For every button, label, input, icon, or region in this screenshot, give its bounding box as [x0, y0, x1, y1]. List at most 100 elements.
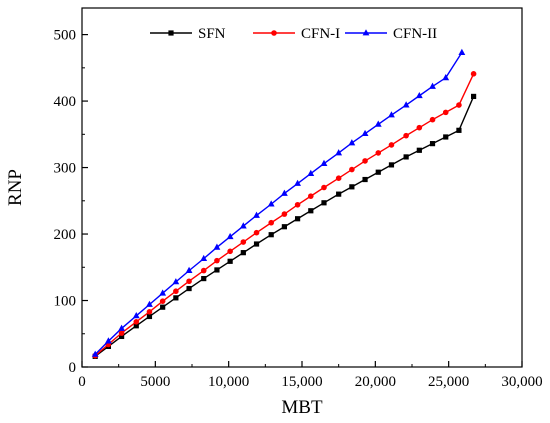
- data-point: [200, 254, 208, 262]
- x-tick-label: 25,000: [428, 374, 469, 390]
- data-point: [186, 278, 192, 285]
- x-axis-title: MBT: [281, 397, 323, 418]
- data-point: [214, 267, 220, 273]
- data-point: [281, 211, 288, 217]
- data-point: [375, 150, 382, 156]
- data-point: [388, 162, 395, 168]
- data-point: [416, 124, 423, 131]
- x-tick-label: 15,000: [281, 374, 322, 390]
- data-point: [213, 243, 221, 250]
- data-point: [185, 266, 193, 274]
- x-tick-label: 20,000: [355, 374, 396, 390]
- data-point: [349, 166, 355, 173]
- series-layer: [91, 48, 477, 359]
- data-point: [214, 257, 220, 264]
- data-point: [335, 175, 342, 181]
- series-line: [94, 52, 463, 355]
- data-point: [281, 189, 288, 196]
- legend: SFN CFN-I CFN-II: [150, 26, 437, 42]
- data-point: [361, 129, 369, 137]
- data-point: [307, 169, 315, 176]
- legend-label: CFN-II: [393, 26, 437, 42]
- data-point: [227, 248, 233, 255]
- data-point: [118, 324, 125, 331]
- data-point: [321, 184, 327, 191]
- data-point: [281, 224, 287, 230]
- data-point: [105, 337, 112, 344]
- x-tick-label: 0: [78, 374, 86, 390]
- series-cfn-ii: [91, 48, 466, 357]
- legend-label: CFN-I: [301, 26, 340, 42]
- data-point: [416, 147, 422, 153]
- data-point: [442, 109, 449, 116]
- legend-item-sfn: SFN: [150, 26, 226, 42]
- data-point: [335, 149, 343, 156]
- data-point: [146, 309, 153, 315]
- legend-item-cfn-ii: CFN-II: [345, 26, 437, 42]
- y-tick-label: 0: [69, 360, 77, 376]
- data-point: [226, 232, 234, 240]
- legend-marker: [271, 30, 277, 36]
- data-point: [374, 120, 382, 127]
- data-point: [200, 267, 207, 274]
- data-point: [146, 313, 153, 320]
- data-point: [201, 275, 207, 282]
- data-point: [240, 250, 246, 256]
- y-tick-label: 300: [54, 161, 77, 177]
- data-point: [429, 116, 436, 123]
- data-point: [133, 318, 140, 325]
- data-point: [471, 93, 477, 100]
- data-point: [415, 91, 423, 99]
- data-point: [458, 48, 466, 55]
- data-point: [160, 304, 166, 310]
- data-point: [403, 132, 409, 139]
- data-point: [336, 191, 342, 197]
- data-point: [159, 289, 167, 296]
- data-point: [268, 219, 275, 226]
- data-point: [173, 288, 179, 295]
- data-point: [173, 295, 179, 301]
- y-tick-label: 100: [54, 294, 77, 310]
- data-point: [253, 241, 260, 247]
- data-point: [375, 169, 381, 175]
- y-tick-label: 400: [54, 94, 77, 110]
- data-point: [186, 285, 192, 292]
- data-point: [240, 239, 247, 245]
- data-point: [239, 222, 247, 229]
- y-tick-label: 500: [54, 28, 77, 44]
- data-point: [388, 111, 395, 118]
- data-point: [362, 176, 368, 183]
- data-point: [320, 159, 328, 166]
- data-point: [294, 201, 301, 208]
- data-point: [294, 179, 301, 186]
- data-point: [456, 102, 462, 108]
- data-point: [402, 101, 410, 108]
- data-point: [388, 142, 395, 148]
- data-point: [308, 193, 314, 199]
- data-point: [308, 208, 314, 214]
- y-tick-label: 200: [54, 227, 77, 243]
- axes-layer: 0 5000 10,000 15,000 20,000 25,000 30,000 0 100 2…: [54, 28, 543, 390]
- data-point: [470, 71, 477, 77]
- data-point: [133, 323, 139, 329]
- data-point: [253, 211, 260, 218]
- data-point: [253, 229, 260, 236]
- data-point: [443, 134, 449, 140]
- data-point: [321, 200, 327, 206]
- y-axis-title: RNP: [5, 169, 26, 206]
- data-point: [172, 278, 180, 285]
- data-point: [267, 200, 275, 207]
- series-sfn: [92, 93, 477, 359]
- data-point: [227, 258, 233, 264]
- data-point: [442, 74, 450, 81]
- data-point: [91, 350, 99, 357]
- data-point: [362, 158, 368, 164]
- x-tick-label: 5000: [140, 374, 170, 390]
- data-point: [349, 184, 355, 190]
- data-point: [295, 216, 301, 222]
- data-point: [348, 139, 356, 146]
- data-point: [119, 333, 125, 340]
- data-point: [146, 300, 153, 307]
- legend-item-cfn-i: CFN-I: [253, 26, 340, 42]
